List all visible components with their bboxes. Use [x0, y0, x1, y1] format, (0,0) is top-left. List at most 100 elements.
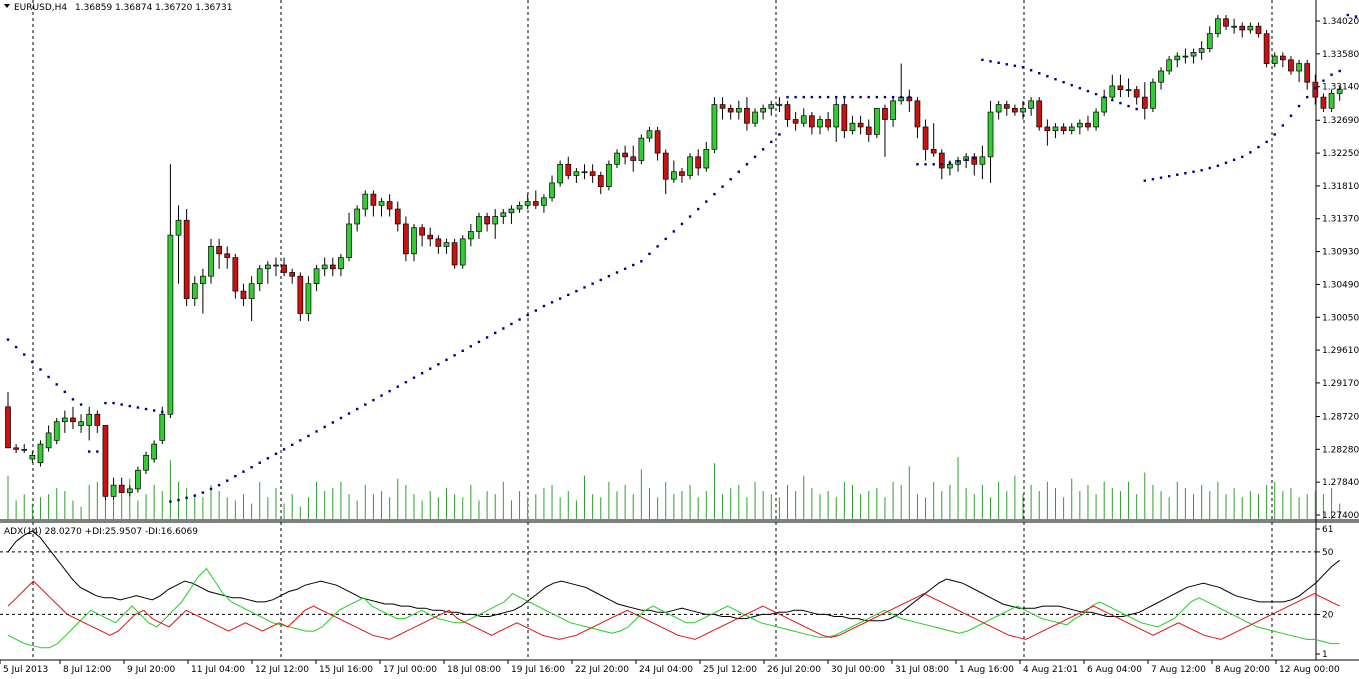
sar-dot [1151, 177, 1155, 181]
candle-body [776, 104, 783, 106]
price-tick-label: 1.33580 [1322, 50, 1359, 60]
sar-dot [63, 390, 67, 394]
candle-body [1336, 89, 1343, 94]
candle-body [719, 104, 726, 109]
candle-body [1328, 93, 1335, 109]
sar-dot [339, 416, 343, 420]
time-tick-label: 8 Aug 20:00 [1215, 665, 1270, 675]
sar-dot [412, 376, 416, 379]
sar-dot [1062, 80, 1065, 84]
parabolic-sar-dots [6, 13, 1358, 503]
candle-body [167, 234, 174, 415]
candle-body [711, 104, 718, 150]
sar-dot [39, 368, 42, 371]
candle-body [638, 137, 645, 161]
candle-body [882, 107, 888, 120]
candle-body [281, 264, 287, 273]
candle-body [1141, 96, 1148, 109]
sar-dot [380, 394, 383, 397]
candle-body [135, 469, 141, 490]
sar-dot [258, 461, 261, 464]
candle-body [362, 193, 369, 210]
candle-body [1288, 59, 1294, 72]
sar-dot [1054, 78, 1057, 81]
candle-body [248, 283, 255, 299]
price-panel[interactable] [0, 0, 1316, 520]
candle-body [419, 227, 425, 236]
sar-dot [502, 327, 505, 330]
candle-body [1166, 59, 1173, 72]
candle-body [484, 216, 490, 225]
sar-dot [1273, 133, 1276, 136]
candle-body [354, 208, 361, 225]
candle-body [21, 448, 28, 451]
candle-body [45, 432, 52, 449]
price-tick-label: 1.28280 [1322, 445, 1359, 455]
sar-dot [226, 479, 229, 482]
candle-body [1190, 51, 1197, 57]
sar-dot [364, 403, 367, 406]
sar-dot [1005, 63, 1008, 66]
sar-dot [299, 439, 302, 442]
candle-body [151, 443, 158, 460]
sar-dot [615, 271, 619, 274]
candle-body [1279, 55, 1286, 61]
candle-body [541, 197, 547, 206]
sar-dot [1013, 64, 1017, 67]
sar-dot [932, 163, 935, 166]
time-tick-label: 12 Aug 00:00 [1279, 665, 1340, 675]
sar-dot [745, 163, 749, 166]
candle-body [476, 216, 482, 232]
sar-dot [6, 338, 10, 341]
sar-dot [623, 267, 627, 270]
sar-dot [1159, 176, 1163, 179]
sar-dot [1086, 89, 1090, 93]
candle-body [589, 171, 596, 176]
candle-body [1093, 111, 1099, 128]
sar-dot [835, 95, 838, 99]
candle-body [1296, 63, 1302, 72]
candle-body [670, 171, 677, 180]
candle-body [305, 283, 312, 314]
sar-dot [770, 140, 773, 144]
candle-body [459, 238, 466, 266]
candle-body [338, 257, 344, 270]
sar-dot [1306, 95, 1309, 99]
sar-dot [185, 496, 188, 500]
sar-dot [705, 200, 708, 203]
candle-body [662, 152, 669, 180]
candle-body [256, 268, 263, 285]
sar-dot [291, 443, 294, 447]
sar-dot [697, 207, 700, 211]
sar-dot [242, 470, 245, 473]
sar-dot [843, 95, 846, 99]
candle-body [971, 156, 978, 165]
sar-dot [71, 398, 75, 401]
sar-dot [713, 192, 716, 196]
candle-body [143, 454, 149, 471]
adx-line [7, 530, 1341, 622]
sar-dot [542, 304, 546, 308]
candle-body [1109, 85, 1116, 98]
dropdown-arrow-icon[interactable] [4, 4, 10, 8]
time-tick-label: 5 Jul 2013 [3, 665, 48, 675]
sar-dot [136, 406, 140, 409]
candle-body [654, 130, 661, 154]
price-tick-label: 1.28720 [1322, 412, 1359, 422]
candle-body [126, 488, 133, 493]
sar-dot [453, 354, 456, 357]
candle-body [191, 283, 198, 299]
volume-bars [7, 457, 1341, 519]
time-axis: 5 Jul 2013 8 Jul 12:00 9 Jul 20:00 11 Jul 0… [0, 660, 1340, 675]
candle-body [216, 246, 222, 255]
sar-dot [372, 398, 375, 402]
candle-body [646, 130, 653, 139]
sar-dot [1103, 95, 1106, 99]
price-scale[interactable] [1316, 0, 1359, 520]
candle-body [735, 107, 742, 113]
candle-body [232, 257, 239, 292]
candle-body [394, 208, 401, 225]
candle-body [1312, 81, 1319, 98]
sar-dot [177, 498, 180, 502]
